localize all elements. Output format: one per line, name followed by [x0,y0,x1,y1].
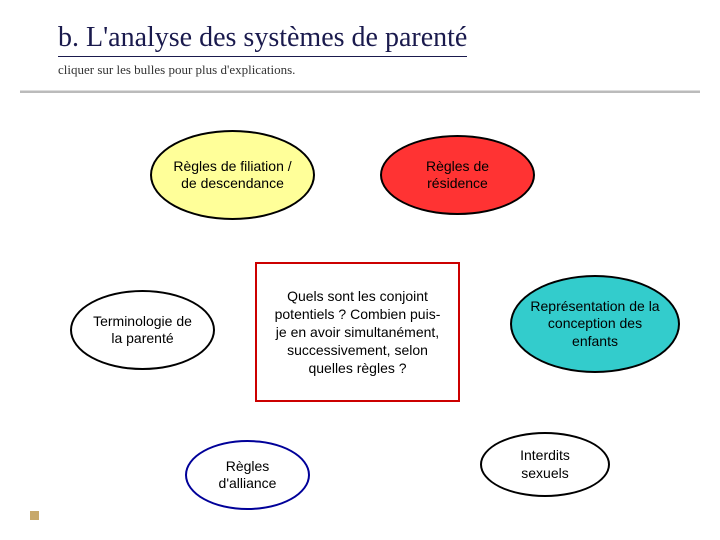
bubble-alliance-label: Règles d'alliance [201,458,294,493]
slide-title: b. L'analyse des systèmes de parenté [58,22,467,57]
bubble-conception[interactable]: Représentation de la conception des enfa… [510,275,680,373]
bubble-alliance[interactable]: Règles d'alliance [185,440,310,510]
slide-subtitle: cliquer sur les bulles pour plus d'expli… [58,62,295,78]
bubble-residence-label: Règles de résidence [396,158,519,193]
center-box[interactable]: Quels sont les conjoint potentiels ? Com… [255,262,460,402]
bubble-interdits-label: Interdits sexuels [496,447,594,482]
bubble-terminologie-label: Terminologie de la parenté [86,313,199,348]
divider-line [20,90,700,93]
bubble-filiation-label: Règles de filiation / de descendance [166,158,299,193]
bubble-conception-label: Représentation de la conception des enfa… [526,298,664,351]
center-box-label: Quels sont les conjoint potentiels ? Com… [271,287,444,378]
footer-square-icon [30,511,39,520]
bubble-interdits[interactable]: Interdits sexuels [480,432,610,497]
bubble-terminologie[interactable]: Terminologie de la parenté [70,290,215,370]
bubble-filiation[interactable]: Règles de filiation / de descendance [150,130,315,220]
bubble-residence[interactable]: Règles de résidence [380,135,535,215]
